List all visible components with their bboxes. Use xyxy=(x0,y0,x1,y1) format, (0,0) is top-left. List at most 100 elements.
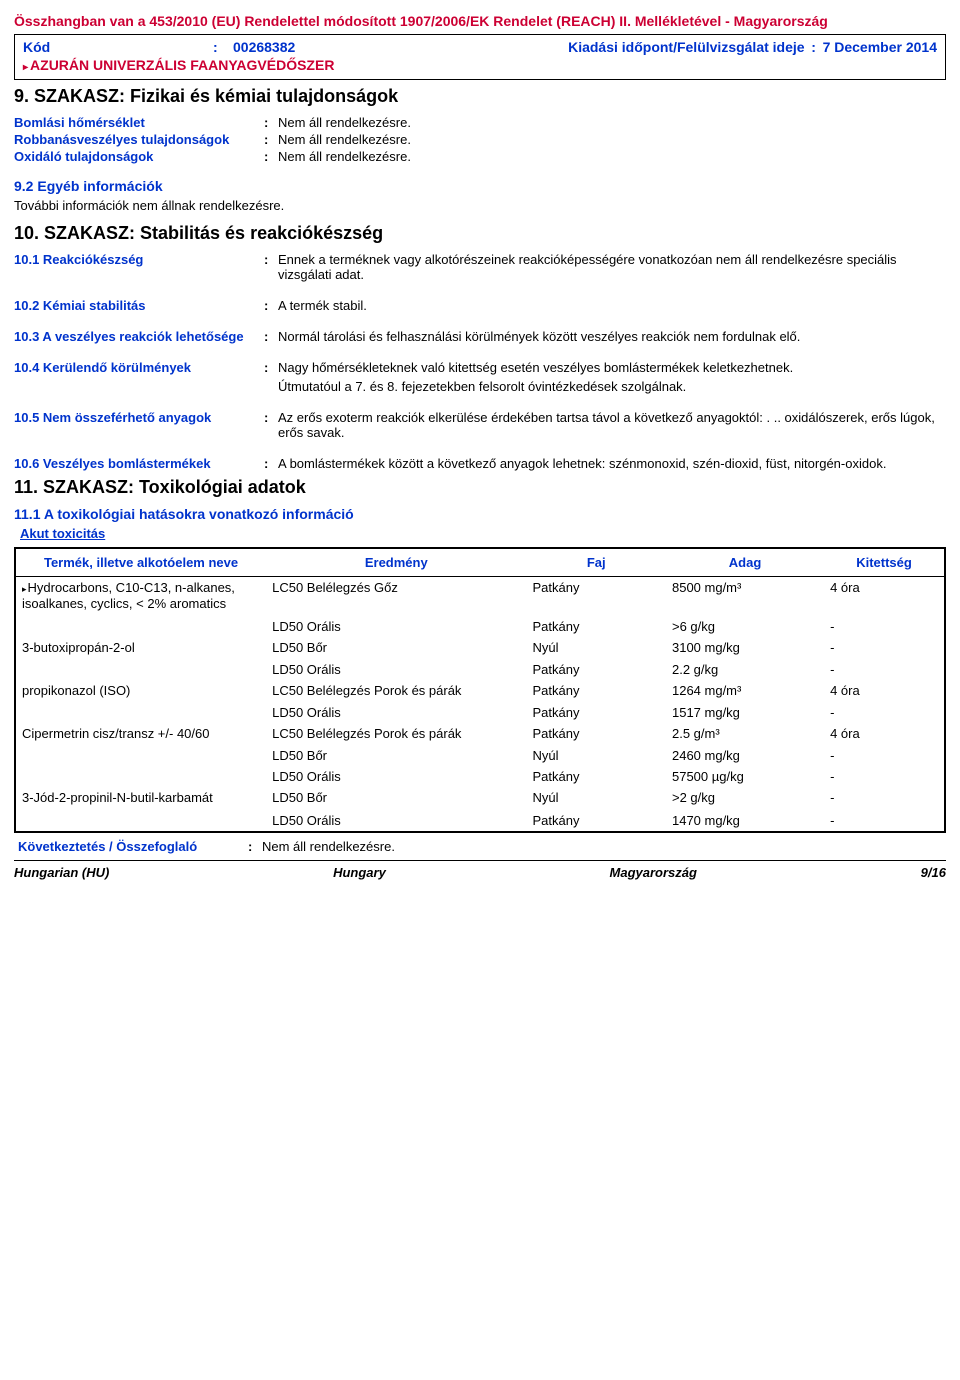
value-10-4: Nagy hőmérsékleteknek való kitettség ese… xyxy=(278,360,946,394)
toxicity-table: Termék, illetve alkotóelem neve Eredmény… xyxy=(14,547,946,833)
footer-right: Magyarország xyxy=(610,865,697,880)
cell-species: Nyúl xyxy=(526,637,666,659)
cell-species: Patkány xyxy=(526,702,666,723)
row-10-2: 10.2 Kémiai stabilitás : A termék stabil… xyxy=(14,298,946,313)
cell-species: Patkány xyxy=(526,766,666,787)
label-10-2: 10.2 Kémiai stabilitás xyxy=(14,298,264,313)
table-row: Cipermetrin cisz/transz +/- 40/60LC50 Be… xyxy=(15,723,945,745)
cell-dose: >6 g/kg xyxy=(666,616,824,637)
cell-dose: 1517 mg/kg xyxy=(666,702,824,723)
cell-result: LD50 Orális xyxy=(266,616,526,637)
cell-result: LC50 Belélegzés Gőz xyxy=(266,577,526,616)
prop-separator: : xyxy=(264,115,278,130)
cell-exposure: - xyxy=(824,766,945,787)
prop-label: Bomlási hőmérséklet xyxy=(14,115,264,130)
value-10-4-line2: Útmutatóul a 7. és 8. fejezetekben felso… xyxy=(278,379,946,394)
th-dose: Adag xyxy=(666,548,824,577)
cell-dose: 2.2 g/kg xyxy=(666,659,824,680)
cell-species: Nyúl xyxy=(526,745,666,766)
row-10-3: 10.3 A veszélyes reakciók lehetősége : N… xyxy=(14,329,946,344)
value-10-4-line1: Nagy hőmérsékleteknek való kitettség ese… xyxy=(278,360,946,375)
cell-species: Patkány xyxy=(526,810,666,832)
label-10-3: 10.3 A veszélyes reakciók lehetősége xyxy=(14,329,264,344)
cell-species: Nyúl xyxy=(526,787,666,809)
cell-dose: 2.5 g/m³ xyxy=(666,723,824,745)
cell-result: LD50 Bőr xyxy=(266,787,526,809)
cell-exposure: - xyxy=(824,616,945,637)
cell-exposure: 4 óra xyxy=(824,577,945,616)
footer-center: Hungary xyxy=(333,865,386,880)
cell-species: Patkány xyxy=(526,659,666,680)
cell-exposure: - xyxy=(824,702,945,723)
table-row: LD50 BőrNyúl2460 mg/kg- xyxy=(15,745,945,766)
cell-dose: 8500 mg/m³ xyxy=(666,577,824,616)
cell-exposure: - xyxy=(824,659,945,680)
value-10-1: Ennek a terméknek vagy alkotórészeinek r… xyxy=(278,252,946,282)
cell-dose: 2460 mg/kg xyxy=(666,745,824,766)
prop-value: Nem áll rendelkezésre. xyxy=(278,149,946,164)
cell-name xyxy=(15,616,266,637)
date-label: Kiadási időpont/Felülvizsgálat ideje xyxy=(568,39,805,55)
cell-name: 3-Jód-2-propinil-N-butil-karbamát xyxy=(15,787,266,809)
table-row: 3-butoxipropán-2-olLD50 BőrNyúl3100 mg/k… xyxy=(15,637,945,659)
section-9-2-text: További információk nem állnak rendelkez… xyxy=(14,198,946,213)
cell-species: Patkány xyxy=(526,680,666,702)
cell-result: LD50 Orális xyxy=(266,659,526,680)
row-10-6: 10.6 Veszélyes bomlástermékek : A bomlás… xyxy=(14,456,946,471)
separator: : xyxy=(264,360,278,394)
cell-result: LD50 Orális xyxy=(266,702,526,723)
label-10-5: 10.5 Nem összeférhető anyagok xyxy=(14,410,264,440)
prop-label: Robbanásveszélyes tulajdonságok xyxy=(14,132,264,147)
table-row: LD50 OrálisPatkány1517 mg/kg- xyxy=(15,702,945,723)
separator: : xyxy=(264,410,278,440)
table-header-row: Termék, illetve alkotóelem neve Eredmény… xyxy=(15,548,945,577)
table-row: Hydrocarbons, C10-C13, n-alkanes, isoalk… xyxy=(15,577,945,616)
th-exposure: Kitettség xyxy=(824,548,945,577)
prop-value: Nem áll rendelkezésre. xyxy=(278,115,946,130)
cell-species: Patkány xyxy=(526,616,666,637)
header-code-row: Kód : 00268382 Kiadási időpont/Felülvizs… xyxy=(23,39,937,55)
prop-label: Oxidáló tulajdonságok xyxy=(14,149,264,164)
label-10-6: 10.6 Veszélyes bomlástermékek xyxy=(14,456,264,471)
separator: : xyxy=(264,298,278,313)
row-10-4: 10.4 Kerülendő körülmények : Nagy hőmérs… xyxy=(14,360,946,394)
table-row: LD50 OrálisPatkány57500 µg/kg- xyxy=(15,766,945,787)
cell-name xyxy=(15,702,266,723)
conclusion-row: Következtetés / Összefoglaló : Nem áll r… xyxy=(14,839,946,854)
cell-dose: >2 g/kg xyxy=(666,787,824,809)
cell-name: 3-butoxipropán-2-ol xyxy=(15,637,266,659)
cell-result: LC50 Belélegzés Porok és párák xyxy=(266,680,526,702)
cell-name xyxy=(15,810,266,832)
cell-name: propikonazol (ISO) xyxy=(15,680,266,702)
prop-row: Bomlási hőmérséklet : Nem áll rendelkezé… xyxy=(14,115,946,130)
row-10-5: 10.5 Nem összeférhető anyagok : Az erős … xyxy=(14,410,946,440)
separator: : xyxy=(264,252,278,282)
cell-name: Hydrocarbons, C10-C13, n-alkanes, isoalk… xyxy=(15,577,266,616)
cell-exposure: - xyxy=(824,787,945,809)
table-row: LD50 OrálisPatkány>6 g/kg- xyxy=(15,616,945,637)
value-10-6: A bomlástermékek között a következő anya… xyxy=(278,456,946,471)
cell-exposure: - xyxy=(824,745,945,766)
label-10-1: 10.1 Reakciókészség xyxy=(14,252,264,282)
akut-toxicitas-link[interactable]: Akut toxicitás xyxy=(20,526,946,541)
separator: : xyxy=(264,456,278,471)
row-10-1: 10.1 Reakciókészség : Ennek a terméknek … xyxy=(14,252,946,282)
prop-value: Nem áll rendelkezésre. xyxy=(278,132,946,147)
th-species: Faj xyxy=(526,548,666,577)
cell-exposure: 4 óra xyxy=(824,680,945,702)
page-footer: Hungarian (HU) Hungary Magyarország 9/16 xyxy=(14,861,946,880)
cell-dose: 3100 mg/kg xyxy=(666,637,824,659)
cell-name xyxy=(15,766,266,787)
cell-exposure: - xyxy=(824,810,945,832)
value-10-2: A termék stabil. xyxy=(278,298,946,313)
date-separator: : xyxy=(805,39,823,55)
prop-row: Oxidáló tulajdonságok : Nem áll rendelke… xyxy=(14,149,946,164)
prop-separator: : xyxy=(264,132,278,147)
value-10-3: Normál tárolási és felhasználási körülmé… xyxy=(278,329,946,344)
section-9-title: 9. SZAKASZ: Fizikai és kémiai tulajdonsá… xyxy=(14,86,946,107)
code-value: 00268382 xyxy=(233,39,295,55)
table-body: Hydrocarbons, C10-C13, n-alkanes, isoalk… xyxy=(15,577,945,832)
cell-exposure: 4 óra xyxy=(824,723,945,745)
cell-exposure: - xyxy=(824,637,945,659)
separator: : xyxy=(248,839,262,854)
